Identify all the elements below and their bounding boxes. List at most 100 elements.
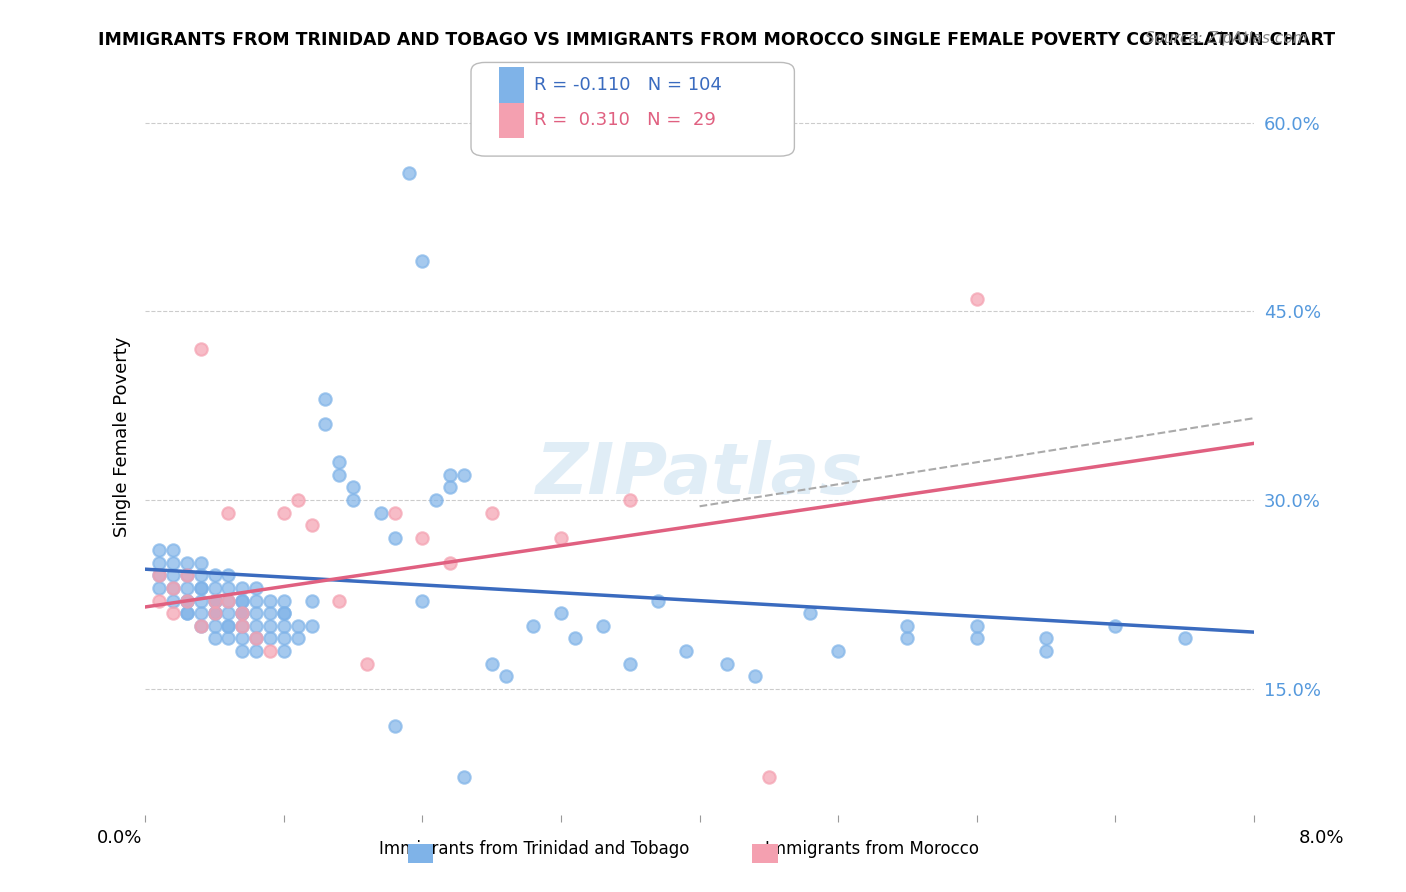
Point [217,506,239,520]
Point [328,593,350,607]
Point [245,632,267,646]
Point [716,657,738,671]
Point [162,543,184,558]
Point [204,619,226,633]
Point [827,644,849,658]
Point [217,619,239,633]
Point [453,770,475,784]
Point [245,644,267,658]
Text: Immigrants from Trinidad and Tobago: Immigrants from Trinidad and Tobago [380,839,689,857]
Point [384,719,406,733]
Point [592,619,614,633]
Point [342,480,364,494]
Point [384,506,406,520]
Point [204,606,226,620]
Point [425,493,447,508]
Point [245,606,267,620]
Point [204,581,226,595]
Text: ZIPatlas: ZIPatlas [536,441,863,509]
Point [1174,632,1197,646]
Point [162,568,184,582]
Point [204,593,226,607]
Point [1104,619,1126,633]
Point [259,644,281,658]
Point [231,632,253,646]
Point [204,632,226,646]
Point [675,644,697,658]
Point [176,593,198,607]
Point [411,254,433,268]
Point [176,593,198,607]
Point [231,606,253,620]
Point [259,632,281,646]
Point [148,593,170,607]
Point [744,669,766,683]
Point [162,581,184,595]
Point [217,606,239,620]
Point [301,619,323,633]
Point [370,506,392,520]
Text: IMMIGRANTS FROM TRINIDAD AND TOBAGO VS IMMIGRANTS FROM MOROCCO SINGLE FEMALE POV: IMMIGRANTS FROM TRINIDAD AND TOBAGO VS I… [98,31,1336,49]
Point [259,606,281,620]
Point [896,632,918,646]
Point [314,417,336,432]
Point [148,568,170,582]
Point [217,632,239,646]
Point [273,632,295,646]
Point [190,568,212,582]
Point [176,568,198,582]
Point [162,593,184,607]
Point [314,392,336,407]
Point [231,619,253,633]
Point [522,619,544,633]
Point [273,606,295,620]
Text: R = -0.110   N = 104: R = -0.110 N = 104 [534,76,723,94]
Point [273,506,295,520]
Point [176,556,198,570]
Point [176,568,198,582]
Point [190,606,212,620]
Point [896,619,918,633]
Point [273,619,295,633]
Point [328,467,350,482]
Point [190,593,212,607]
Point [204,606,226,620]
Point [148,556,170,570]
Text: Immigrants from Morocco: Immigrants from Morocco [765,839,979,857]
Point [176,581,198,595]
Point [799,606,821,620]
Point [217,619,239,633]
Point [204,593,226,607]
Point [190,556,212,570]
Text: 8.0%: 8.0% [1299,829,1344,847]
Point [287,493,309,508]
Point [966,292,988,306]
Point [481,657,503,671]
Point [176,606,198,620]
Point [342,493,364,508]
Point [1035,644,1057,658]
Point [259,619,281,633]
Point [204,593,226,607]
Point [245,632,267,646]
Point [231,644,253,658]
Text: R =  0.310   N =  29: R = 0.310 N = 29 [534,112,716,129]
Point [439,480,461,494]
Point [453,467,475,482]
Point [148,568,170,582]
Point [398,166,420,180]
Point [217,593,239,607]
Point [966,632,988,646]
Point [204,606,226,620]
Point [162,581,184,595]
Point [273,593,295,607]
Point [356,657,378,671]
Point [217,593,239,607]
Text: Source: ZipAtlas.com: Source: ZipAtlas.com [1144,31,1308,46]
Point [301,593,323,607]
Point [619,657,641,671]
Point [190,619,212,633]
Point [190,581,212,595]
Point [1035,632,1057,646]
Point [162,556,184,570]
